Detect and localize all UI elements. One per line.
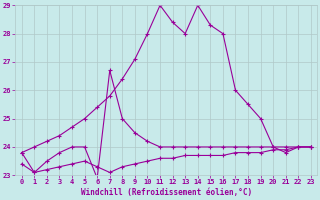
X-axis label: Windchill (Refroidissement éolien,°C): Windchill (Refroidissement éolien,°C)	[81, 188, 252, 197]
